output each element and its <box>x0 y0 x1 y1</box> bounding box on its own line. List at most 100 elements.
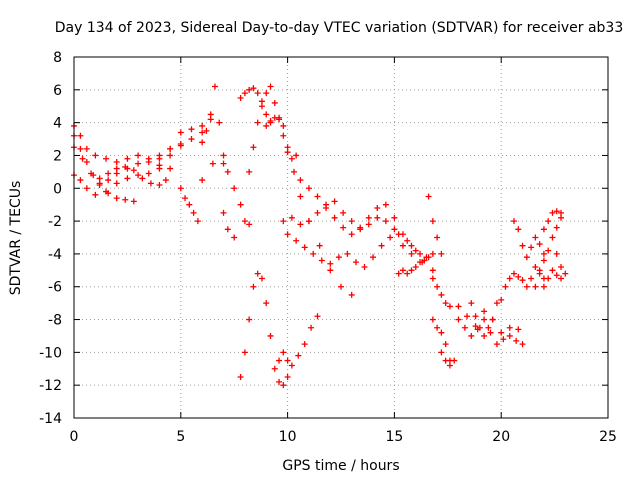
data-point <box>318 257 325 264</box>
data-point <box>130 167 137 174</box>
data-point <box>305 218 312 225</box>
data-point <box>103 155 110 162</box>
data-point <box>271 365 278 372</box>
data-point <box>190 209 197 216</box>
axis-ticks <box>73 56 609 419</box>
data-point <box>167 152 174 159</box>
data-point <box>391 226 398 233</box>
data-point <box>207 111 214 118</box>
data-point <box>220 152 227 159</box>
data-point <box>348 231 355 238</box>
data-point <box>301 244 308 251</box>
y-tick-label: -10 <box>39 345 62 361</box>
data-point <box>250 283 257 290</box>
data-point <box>429 250 436 257</box>
data-point <box>156 162 163 169</box>
data-point <box>105 170 112 177</box>
data-point <box>241 218 248 225</box>
data-point <box>425 254 432 261</box>
data-point <box>540 250 547 257</box>
data-point <box>199 177 206 184</box>
x-tick-label: 15 <box>385 429 403 445</box>
data-point <box>434 324 441 331</box>
data-point <box>438 291 445 298</box>
data-point <box>156 155 163 162</box>
data-point <box>378 242 385 249</box>
data-point <box>316 242 323 249</box>
data-point <box>404 270 411 277</box>
data-point <box>167 145 174 152</box>
data-point <box>177 129 184 136</box>
series-arc-ac <box>540 208 565 233</box>
data-point <box>532 264 539 271</box>
data-point <box>145 159 152 166</box>
data-point <box>408 250 415 257</box>
data-point <box>515 273 522 280</box>
data-point <box>399 231 406 238</box>
x-tick-label: 10 <box>279 429 297 445</box>
data-point <box>188 136 195 143</box>
data-point <box>267 117 274 124</box>
data-point <box>135 172 142 179</box>
data-point <box>284 144 291 151</box>
data-point <box>340 209 347 216</box>
y-tick-label: -2 <box>48 214 62 230</box>
series-arc-g <box>199 83 227 167</box>
data-point <box>284 231 291 238</box>
data-point <box>288 362 295 369</box>
series-arc-i <box>220 209 238 241</box>
data-point <box>199 122 206 129</box>
data-point <box>391 214 398 221</box>
x-tick-label: 5 <box>176 429 185 445</box>
data-point <box>280 218 287 225</box>
data-point <box>83 159 90 166</box>
data-point <box>468 300 475 307</box>
data-point <box>88 170 95 177</box>
data-point <box>361 264 368 271</box>
data-point <box>276 378 283 385</box>
data-point <box>209 160 216 167</box>
data-point <box>331 214 338 221</box>
data-point <box>519 341 526 348</box>
data-point <box>429 275 436 282</box>
data-point <box>348 218 355 225</box>
data-point <box>291 168 298 175</box>
data-point <box>79 155 86 162</box>
x-tick-label: 0 <box>70 429 79 445</box>
series-arc-t <box>429 275 453 310</box>
data-point <box>481 332 488 339</box>
y-tick-label: 4 <box>53 116 62 132</box>
data-point <box>271 114 278 121</box>
data-point <box>105 177 112 184</box>
data-point <box>271 99 278 106</box>
data-point <box>476 324 483 331</box>
data-point <box>408 242 415 249</box>
data-point <box>293 237 300 244</box>
data-point <box>553 224 560 231</box>
data-point <box>528 244 535 251</box>
data-point <box>224 168 231 175</box>
series-arc-w <box>455 316 526 348</box>
data-point <box>77 132 84 139</box>
data-point <box>231 234 238 241</box>
data-point <box>429 316 436 323</box>
data-point <box>297 193 304 200</box>
data-point <box>284 373 291 380</box>
data-point <box>237 201 244 208</box>
data-point <box>455 303 462 310</box>
data-point <box>408 267 415 274</box>
data-point <box>145 170 152 177</box>
series-arc-k <box>246 83 300 175</box>
x-axis-label: GPS time / hours <box>282 458 399 474</box>
data-point <box>113 159 120 166</box>
data-point <box>417 250 424 257</box>
data-point <box>220 160 227 167</box>
data-point <box>357 224 364 231</box>
data-point <box>513 337 520 344</box>
data-point <box>188 126 195 133</box>
data-point <box>374 204 381 211</box>
data-point <box>553 272 560 279</box>
data-point <box>254 119 261 126</box>
y-tick-label: -4 <box>48 247 62 263</box>
data-point <box>545 218 552 225</box>
